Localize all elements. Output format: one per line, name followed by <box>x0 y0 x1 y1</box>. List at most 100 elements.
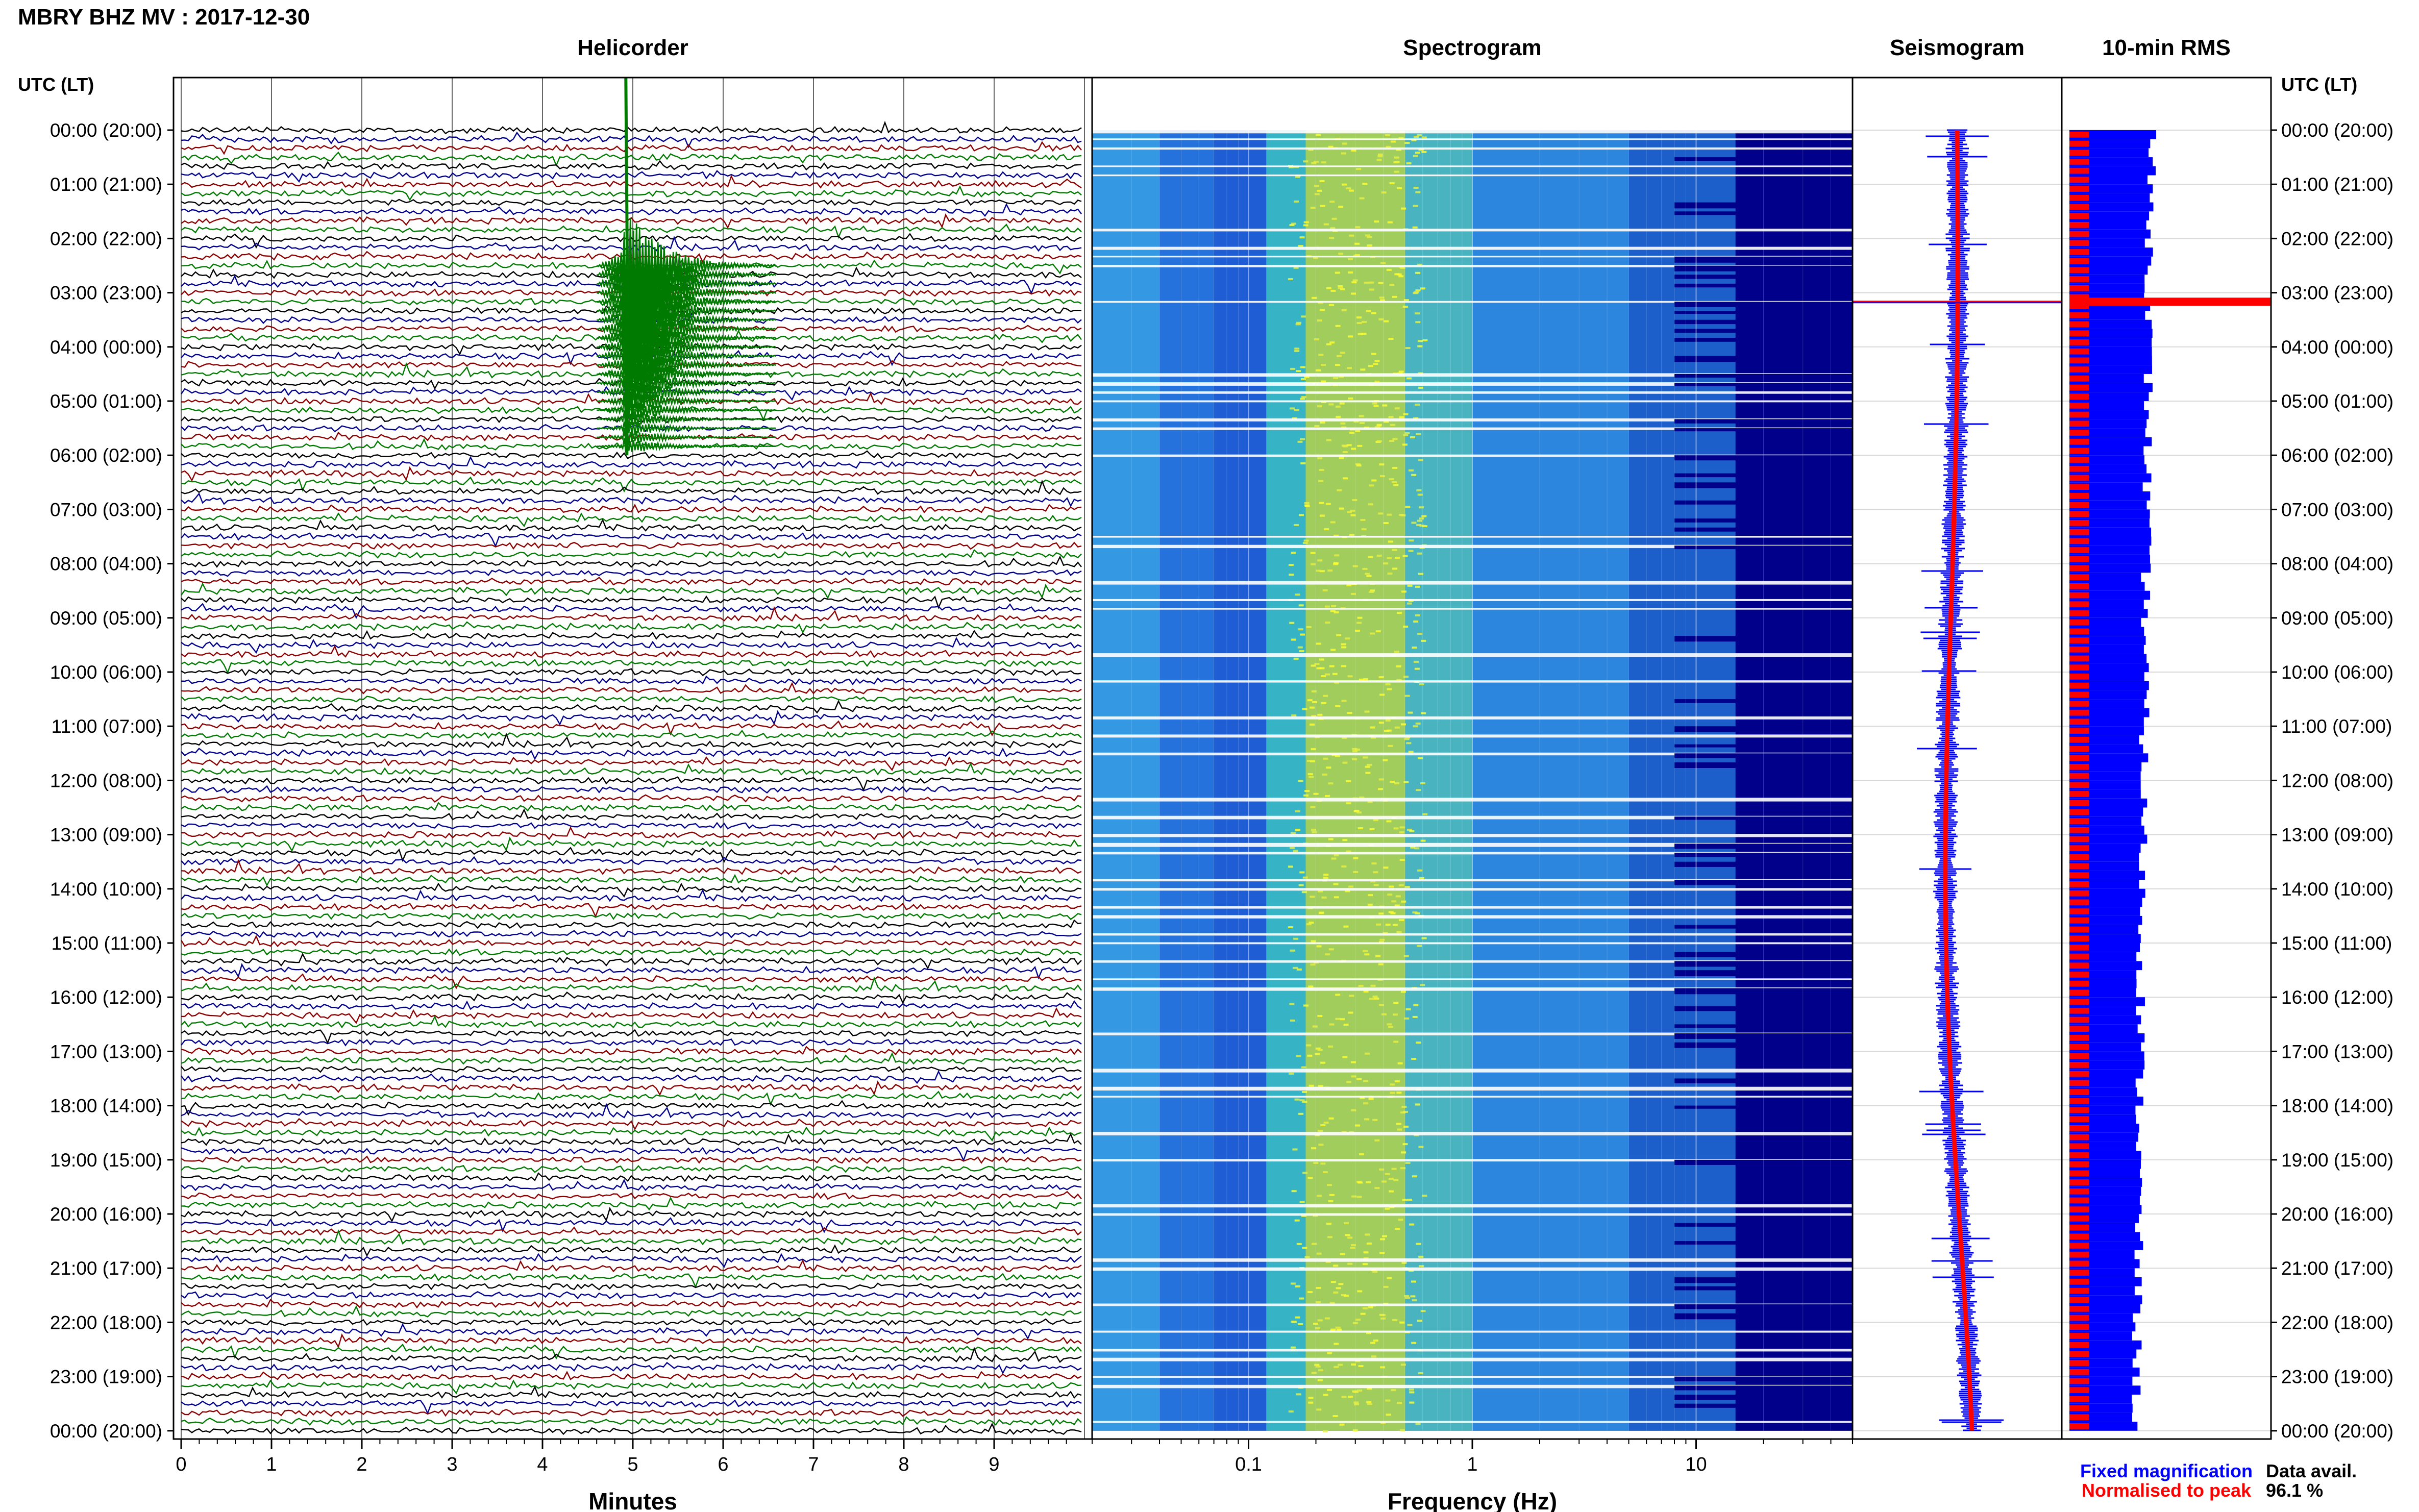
spectrogram-cell <box>1420 782 1426 785</box>
spectrogram-cell <box>1415 191 1421 193</box>
rms-bar-normalised <box>2069 411 2089 418</box>
spectrogram-cell <box>1353 1391 1359 1393</box>
spectrogram-cell <box>1372 402 1377 405</box>
time-label-right: 16:00 (12:00) <box>2281 987 2393 1008</box>
helicorder-xtick-label: 4 <box>537 1454 548 1475</box>
spectrogram-cell <box>1408 550 1414 552</box>
spectrogram-cell <box>1308 148 1314 151</box>
spectrogram-cell <box>1313 1161 1319 1164</box>
spectrogram-cell <box>1353 255 1359 257</box>
rms-bar-normalised <box>2069 393 2089 400</box>
spectrogram-gap <box>1092 1357 1853 1361</box>
spectrogram-cell <box>1418 386 1423 389</box>
spectrogram-cell <box>1421 937 1427 939</box>
spectrogram-cell <box>1299 1099 1305 1102</box>
spectrogram-cell <box>1294 348 1300 350</box>
spectrogram-cell <box>1362 183 1368 185</box>
spectrogram-cell <box>1391 900 1397 903</box>
spectrogram-cell <box>1412 1175 1417 1178</box>
rms-bar-normalised <box>2069 674 2089 680</box>
spectrogram-cell <box>1296 1243 1302 1245</box>
spectrogram-cell <box>1398 275 1404 278</box>
spectrogram-cell <box>1363 678 1368 681</box>
spectrogram-cell <box>1362 1307 1368 1309</box>
spectrogram-cell <box>1418 757 1423 759</box>
spectrogram-cell <box>1315 1047 1321 1050</box>
spectrogram-cell <box>1288 926 1293 929</box>
helicorder-trace <box>181 1385 1082 1399</box>
spectrogram-cell <box>1375 955 1381 957</box>
spectrogram-cell <box>1328 782 1334 785</box>
spectrogram-cell <box>1371 1355 1376 1358</box>
rms-bar-normalised <box>2069 249 2089 255</box>
spectrogram-cell <box>1316 1408 1322 1411</box>
spectrogram-row <box>1674 1159 1853 1165</box>
spectrogram-cell <box>1406 602 1412 605</box>
spectrogram-cell <box>1390 140 1396 143</box>
helicorder-trace <box>181 1100 1082 1116</box>
rms-bar-normalised <box>2069 565 2089 572</box>
helicorder-trace <box>181 1118 1082 1131</box>
spectrogram-cell <box>1293 937 1299 940</box>
spectrogram-cell <box>1397 1128 1402 1131</box>
helicorder-title: Helicorder <box>577 35 688 60</box>
spectrogram-cell <box>1409 539 1414 542</box>
spectrogram-cell <box>1399 1321 1405 1324</box>
rms-bar-normalised <box>2069 610 2089 616</box>
rms-bar-normalised <box>2069 1315 2089 1321</box>
helicorder-trace <box>181 541 1082 550</box>
spectrogram-cell <box>1302 708 1307 710</box>
spectrogram-cell <box>1310 963 1316 966</box>
helicorder-xtick-label: 3 <box>447 1454 457 1475</box>
spectrogram-cell <box>1417 493 1423 496</box>
spectrogram-cell <box>1400 723 1406 726</box>
spectrogram-cell <box>1351 448 1356 450</box>
spectrogram-cell <box>1298 514 1304 516</box>
spectrogram-cell <box>1333 1291 1339 1294</box>
spectrogram-cell <box>1302 1172 1308 1174</box>
rms-bar-normalised <box>2069 863 2089 870</box>
time-label-left: 18:00 (14:00) <box>50 1096 162 1117</box>
spectrogram-cell <box>1368 894 1373 897</box>
helicorder-trace <box>181 476 1082 493</box>
spectrogram-gap <box>1092 1267 1853 1271</box>
rms-bar-fixed <box>2069 247 2153 257</box>
spectrogram-gap <box>1092 418 1853 422</box>
rms-bar-normalised <box>2069 619 2089 626</box>
spectrogram-cell <box>1366 1181 1371 1183</box>
rms-bar-normalised <box>2069 999 2089 1005</box>
spectrogram-cell <box>1348 1396 1353 1398</box>
spectrogram-gap <box>1092 138 1853 140</box>
spectrogram-cell <box>1327 1184 1332 1186</box>
spectrogram-gap <box>1092 834 1853 837</box>
spectrogram-cell <box>1319 180 1325 182</box>
helicorder-trace <box>181 603 1082 619</box>
spectrogram-cell <box>1327 1389 1332 1391</box>
spectrogram-cell <box>1352 748 1357 750</box>
spectrogram-gap <box>1092 301 1853 303</box>
helicorder-xtick-label: 7 <box>808 1454 819 1475</box>
spectrogram-cell <box>1410 1295 1416 1298</box>
spectrogram-row <box>1674 374 1853 378</box>
rms-bar-normalised <box>2069 980 2089 987</box>
spectrogram-cell <box>1348 885 1354 888</box>
spectrogram-row <box>1674 1042 1853 1048</box>
rms-bar-normalised <box>2069 438 2089 445</box>
rms-bar-fixed <box>2069 708 2150 717</box>
spectrogram-gap <box>1092 734 1853 738</box>
rms-bar-normalised <box>2069 1026 2089 1032</box>
spectrogram-cell <box>1326 287 1331 289</box>
rms-bar-normalised <box>2069 1287 2089 1294</box>
spectrogram-cell <box>1420 287 1426 290</box>
spectrogram-cell <box>1389 182 1395 185</box>
rms-bar-fixed <box>2069 509 2150 519</box>
spectrogram-cell <box>1374 997 1379 1000</box>
rms-bar-normalised <box>2069 664 2089 671</box>
spectrogram-row <box>1674 970 1853 976</box>
spectrogram-cell <box>1320 1162 1326 1165</box>
spectrogram-row <box>1674 1277 1853 1283</box>
helicorder-xtick-label: 0 <box>176 1454 186 1475</box>
spectrogram-cell <box>1338 206 1344 208</box>
time-label-right: 12:00 (08:00) <box>2281 770 2393 791</box>
spectrogram-cell <box>1296 370 1301 373</box>
